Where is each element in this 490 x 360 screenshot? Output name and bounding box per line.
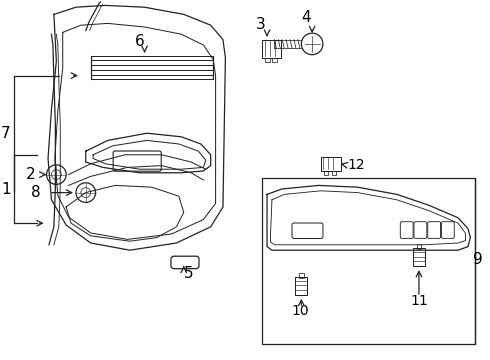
Text: 4: 4 (301, 10, 311, 26)
Bar (299, 273, 304, 278)
Text: 7: 7 (1, 126, 11, 141)
Text: 5: 5 (184, 266, 194, 281)
Text: 9: 9 (473, 252, 483, 267)
Text: 12: 12 (348, 158, 366, 172)
Bar (321, 157, 341, 171)
Bar (332, 171, 336, 175)
Bar (416, 244, 421, 249)
Text: 3: 3 (256, 17, 266, 32)
Bar (262, 178, 475, 344)
Bar (324, 171, 328, 175)
Text: 10: 10 (291, 305, 309, 318)
Text: 8: 8 (31, 185, 41, 200)
Bar (262, 40, 281, 58)
Bar (295, 277, 307, 295)
Text: 11: 11 (410, 294, 428, 307)
Bar (265, 58, 270, 62)
Text: 2: 2 (25, 167, 35, 182)
Text: 6: 6 (135, 34, 145, 49)
Bar (272, 58, 277, 62)
Bar (413, 248, 425, 266)
Text: 1: 1 (1, 181, 11, 197)
